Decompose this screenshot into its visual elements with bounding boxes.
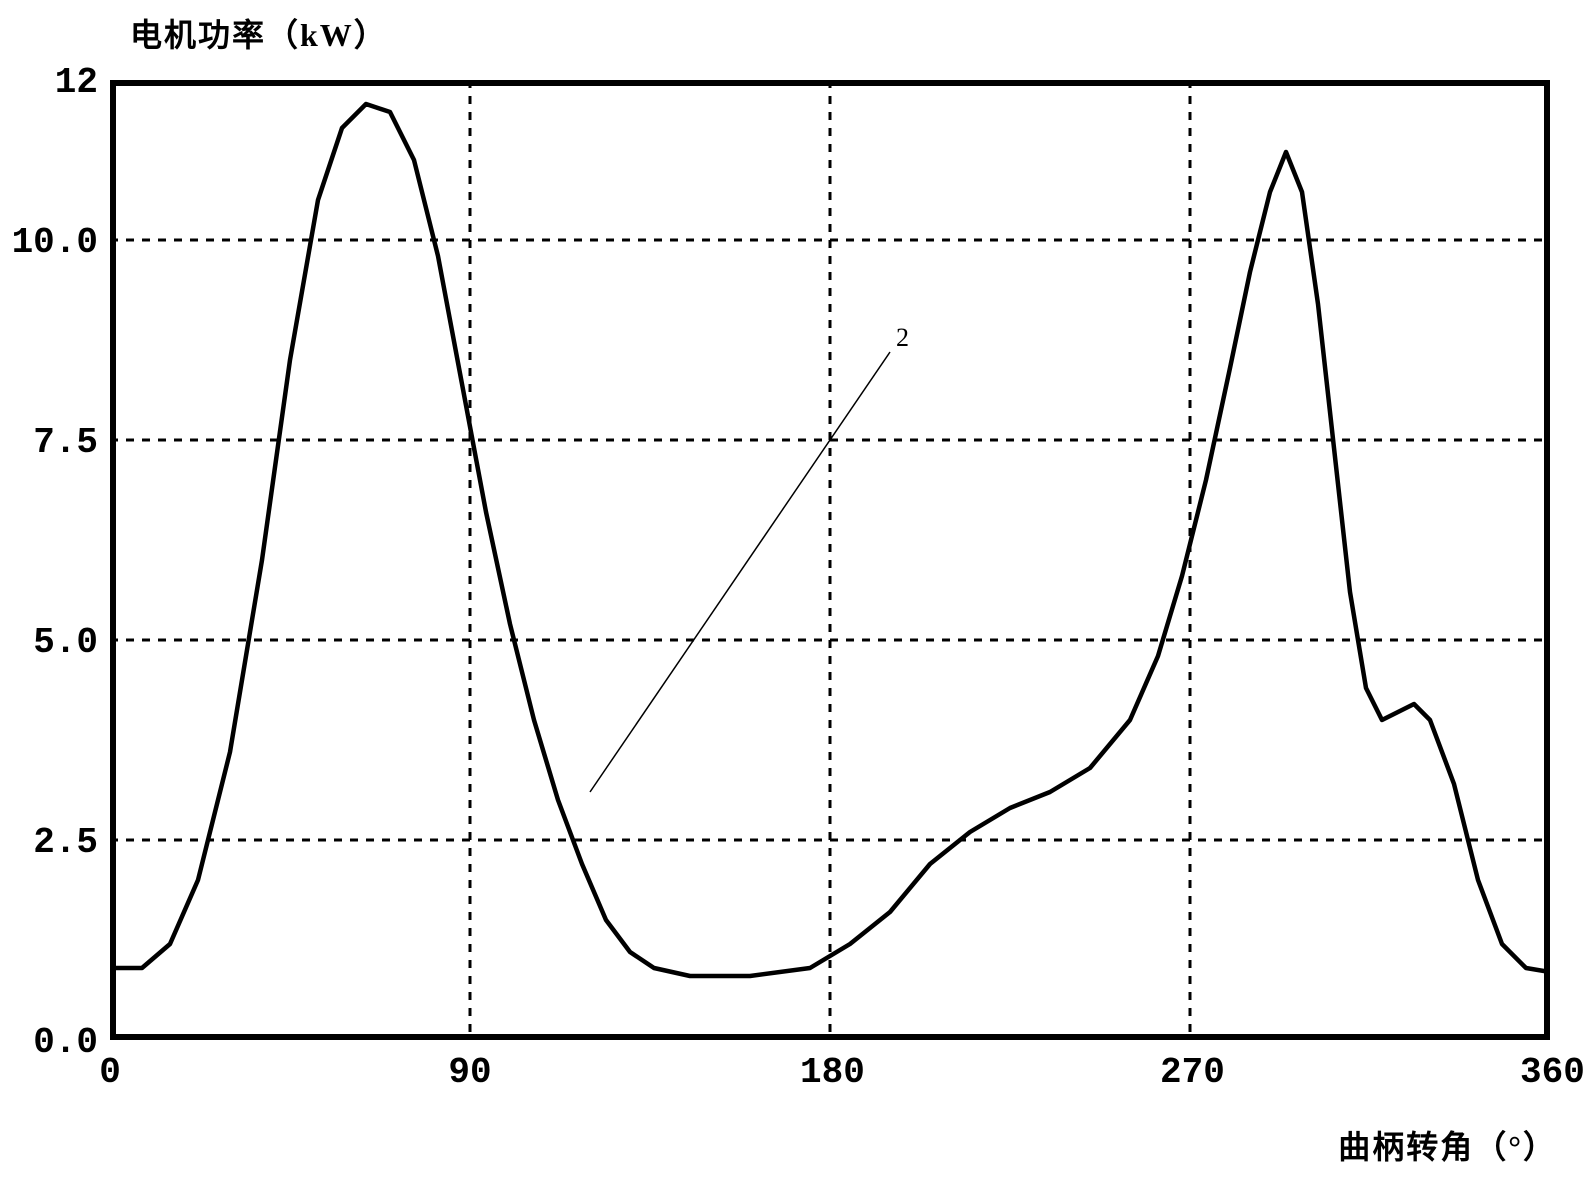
y-tick-label: 12 — [55, 62, 98, 103]
annotation-label: 2 — [896, 323, 909, 352]
y-axis-title: 电机功率（kW） — [130, 10, 388, 56]
y-tick-label: 2.5 — [33, 822, 98, 863]
y-tick-label: 7.5 — [33, 422, 98, 463]
chart-svg: 2 — [110, 80, 1550, 1040]
x-tick-label: 90 — [440, 1052, 500, 1093]
plot-area: 2 — [110, 80, 1550, 1040]
y-tick-label: 5.0 — [33, 622, 98, 663]
x-tick-label: 180 — [800, 1052, 860, 1093]
chart-container: 电机功率（kW） 2 0.02.55.07.510.012 0901802703… — [0, 0, 1587, 1178]
x-axis-title: 曲柄转角（°） — [1338, 1122, 1557, 1168]
y-tick-label: 10.0 — [12, 222, 98, 263]
x-tick-label: 360 — [1520, 1052, 1580, 1093]
x-tick-label: 270 — [1160, 1052, 1220, 1093]
x-tick-label: 0 — [80, 1052, 140, 1093]
